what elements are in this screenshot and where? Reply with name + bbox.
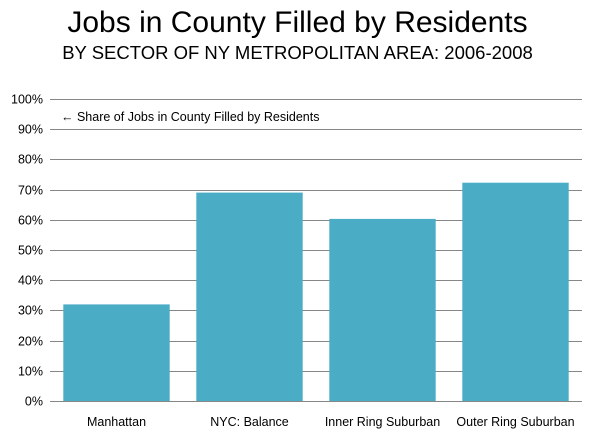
chart-title: Jobs in County Filled by Residents: [67, 6, 528, 39]
bar-manhattan: [63, 304, 170, 401]
y-tick-label: 40%: [18, 274, 43, 288]
bars: [63, 182, 569, 401]
y-tick-label: 100%: [11, 93, 43, 107]
x-axis-category-labels: Manhattan NYC: Balance Inner Ring Suburban…: [87, 415, 575, 429]
bar-nyc-balance: [196, 192, 303, 401]
x-category-label: Inner Ring Suburban: [325, 415, 440, 429]
bar-outer-ring-suburban: [462, 182, 569, 401]
y-tick-label: 30%: [18, 304, 43, 318]
y-tick-label: 10%: [18, 365, 43, 379]
x-category-label: Outer Ring Suburban: [456, 415, 574, 429]
y-tick-label: 0%: [25, 395, 43, 409]
y-axis-tick-labels: 0% 10% 20% 30% 40% 50% 60% 70% 80% 90% 100%: [11, 93, 43, 409]
x-category-label: NYC: Balance: [210, 415, 289, 429]
y-tick-label: 60%: [18, 214, 43, 228]
y-tick-label: 50%: [18, 244, 43, 258]
x-category-label: Manhattan: [87, 415, 146, 429]
chart-annotation: ← Share of Jobs in County Filled by Resi…: [61, 110, 319, 124]
y-tick-label: 80%: [18, 153, 43, 167]
y-tick-label: 70%: [18, 184, 43, 198]
bar-inner-ring-suburban: [329, 218, 436, 401]
y-tick-label: 90%: [18, 123, 43, 137]
y-tick-label: 20%: [18, 335, 43, 349]
chart-subtitle: BY SECTOR OF NY METROPOLITAN AREA: 2006-…: [62, 42, 533, 63]
